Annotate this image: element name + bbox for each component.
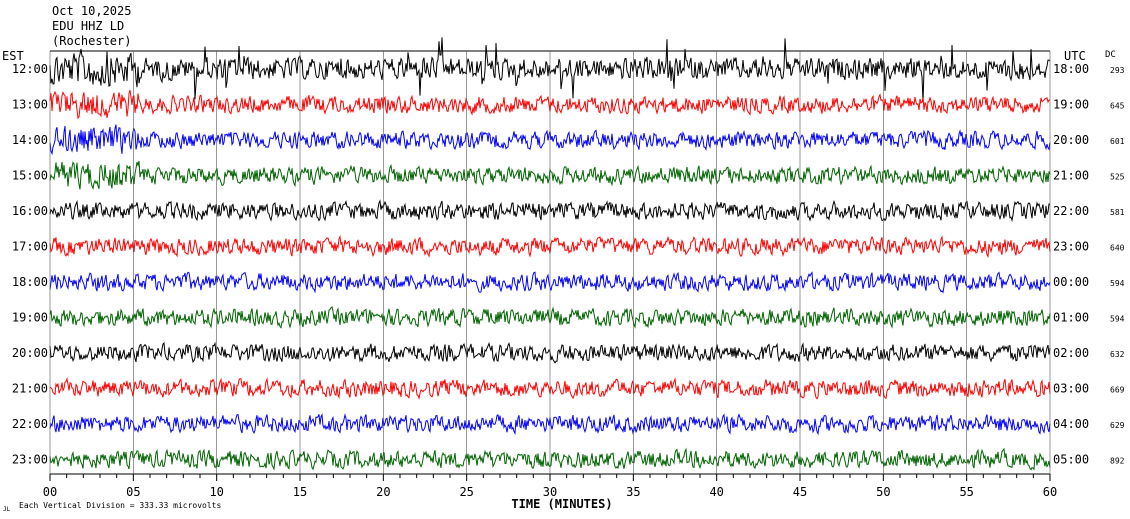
x-tick-label: 15: [293, 485, 307, 499]
utc-time-label: 05:00: [1053, 453, 1089, 467]
utc-time-label: 03:00: [1053, 382, 1089, 396]
est-time-label: 19:00: [12, 311, 48, 325]
dc-column-label: DC: [1105, 50, 1116, 60]
utc-time-label: 02:00: [1053, 346, 1089, 360]
header-station: EDU HHZ LD: [52, 19, 124, 33]
dc-offset-value: 640: [1110, 244, 1125, 253]
scale-note: Each Vertical Division = 333.33 microvol…: [19, 501, 221, 510]
dc-offset-value: 594: [1110, 279, 1125, 288]
est-time-label: 13:00: [12, 98, 48, 112]
dc-offset-value: 525: [1110, 173, 1125, 182]
x-tick-label: 60: [1043, 485, 1057, 499]
est-time-label: 22:00: [12, 417, 48, 431]
dc-offset-value: 601: [1110, 137, 1125, 146]
x-axis-title: TIME (MINUTES): [511, 497, 612, 511]
est-time-label: 17:00: [12, 240, 48, 254]
row-labels: 12:00 18:00 293 13:00 19:00 645 14:00 20:00 601 1…: [12, 62, 1125, 467]
est-time-label: 15:00: [12, 169, 48, 183]
est-time-label: 18:00: [12, 275, 48, 289]
x-tick-label: 55: [959, 485, 973, 499]
x-tick-label: 30: [543, 485, 557, 499]
x-tick-labels: 00 05 10 15 20 25 30 35 40 45 50 55 60: [43, 485, 1057, 499]
utc-time-label: 04:00: [1053, 417, 1089, 431]
utc-time-label: 20:00: [1053, 133, 1089, 147]
x-tick-label: 20: [376, 485, 390, 499]
utc-time-label: 01:00: [1053, 311, 1089, 325]
header-date: Oct 10,2025: [52, 4, 131, 18]
dc-offset-value: 892: [1110, 457, 1125, 466]
dc-offset-value: 669: [1110, 386, 1125, 395]
utc-time-label: 21:00: [1053, 169, 1089, 183]
dc-offset-value: 645: [1110, 102, 1125, 111]
x-tick-label: 50: [876, 485, 890, 499]
dc-offset-value: 293: [1110, 66, 1125, 75]
est-time-label: 16:00: [12, 204, 48, 218]
utc-time-label: 18:00: [1053, 62, 1089, 76]
est-time-label: 14:00: [12, 133, 48, 147]
dc-offset-value: 629: [1110, 421, 1125, 430]
dc-offset-value: 594: [1110, 315, 1125, 324]
est-time-label: 12:00: [12, 62, 48, 76]
right-axis-label: UTC: [1064, 49, 1086, 63]
utc-time-label: 00:00: [1053, 275, 1089, 289]
minute-gridlines: [49, 51, 1051, 481]
header-location: (Rochester): [52, 34, 131, 48]
x-tick-label: 25: [459, 485, 473, 499]
x-tick-label: 35: [626, 485, 640, 499]
est-time-label: 20:00: [12, 346, 48, 360]
est-time-label: 21:00: [12, 382, 48, 396]
corner-mark: JL: [3, 506, 11, 513]
utc-time-label: 23:00: [1053, 240, 1089, 254]
left-axis-label: EST: [2, 49, 24, 63]
x-tick-label: 00: [43, 485, 57, 499]
x-tick-label: 40: [709, 485, 723, 499]
dc-offset-value: 632: [1110, 350, 1125, 359]
x-tick-label: 10: [209, 485, 223, 499]
utc-time-label: 22:00: [1053, 204, 1089, 218]
x-tick-label: 05: [126, 485, 140, 499]
utc-time-label: 19:00: [1053, 98, 1089, 112]
x-tick-label: 45: [793, 485, 807, 499]
est-time-label: 23:00: [12, 453, 48, 467]
dc-offset-value: 581: [1110, 208, 1125, 217]
